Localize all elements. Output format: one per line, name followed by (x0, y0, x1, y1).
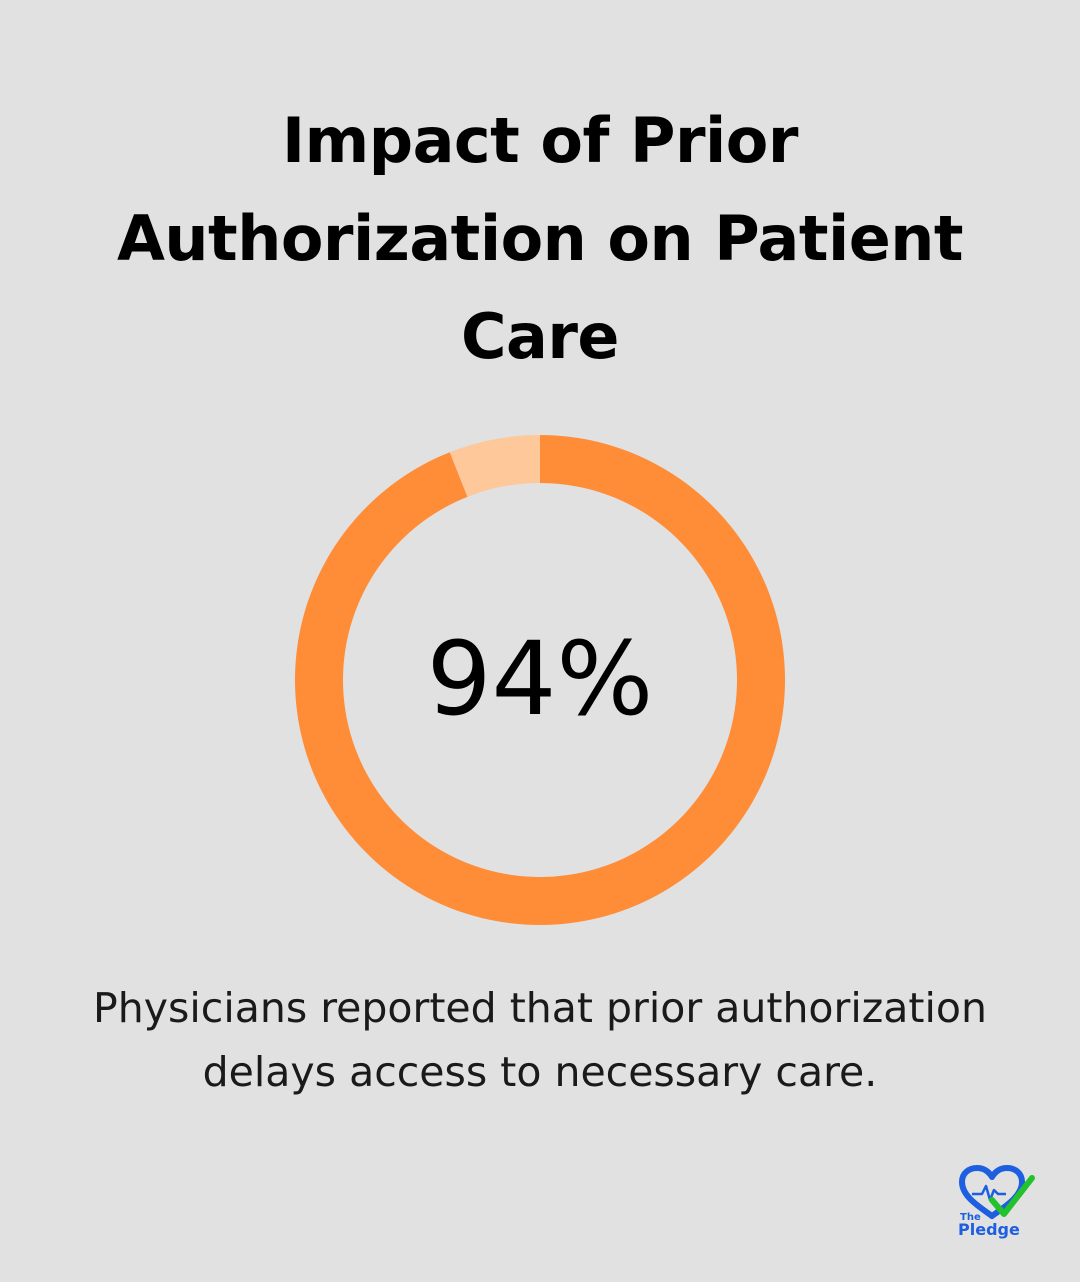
page-title: Impact of Prior Authorization on Patient… (116, 104, 964, 373)
check-icon (989, 1175, 1035, 1217)
logo-small-text: The (960, 1212, 981, 1223)
logo-big-text: Pledge (958, 1220, 1020, 1239)
donut-slice-1 (449, 435, 540, 497)
heart-icon (959, 1165, 1025, 1219)
donut-slices (295, 435, 786, 925)
caption-text: Physicians reported that prior authoriza… (93, 984, 987, 1096)
pledge-logo: The Pledge (958, 1165, 1035, 1239)
pulse-line-icon (972, 1184, 1006, 1202)
center-value-label: 94% (427, 620, 654, 739)
